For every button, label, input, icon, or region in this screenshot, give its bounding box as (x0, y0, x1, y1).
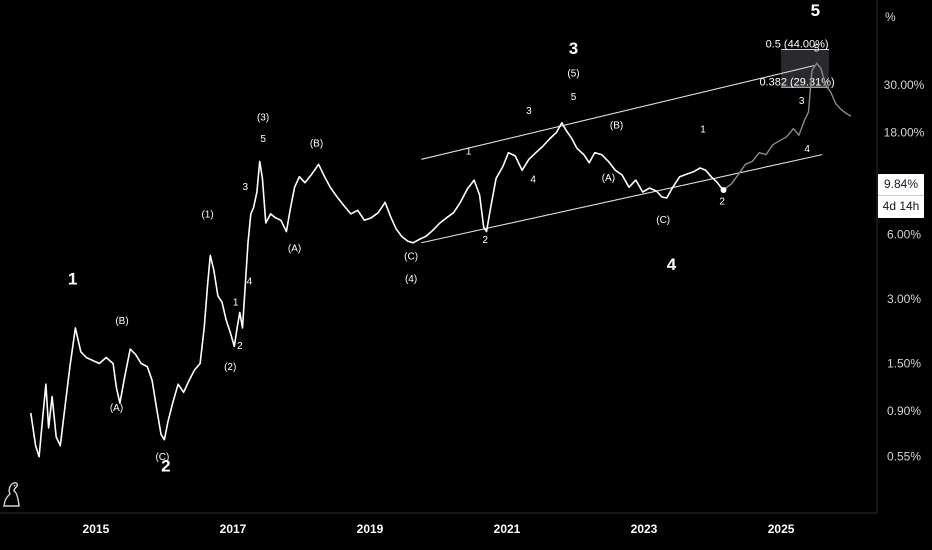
y-tick-label: 6.00% (887, 228, 921, 242)
minor-wave-label: (C) (404, 251, 418, 262)
major-wave-label: 5 (811, 1, 820, 20)
minor-wave-label: 3 (526, 106, 532, 117)
last-price-badge: 9.84% 4d 14h (878, 174, 924, 218)
minor-wave-label: (A) (110, 403, 123, 414)
minor-wave-label: 1 (466, 147, 472, 158)
minor-wave-label: 3 (243, 182, 249, 193)
minor-wave-label: 1 (700, 125, 706, 136)
minor-wave-label: (4) (405, 274, 417, 285)
y-tick-label: 3.00% (887, 292, 921, 306)
minor-wave-label: (C) (155, 452, 169, 463)
minor-wave-label: (1) (201, 210, 213, 221)
minor-wave-label: (C) (656, 215, 670, 226)
minor-wave-label: (3) (257, 113, 269, 124)
tradingview-logo-icon[interactable] (2, 478, 24, 508)
minor-wave-label: (B) (310, 139, 323, 150)
minor-wave-label: 2 (237, 341, 243, 352)
y-tick-label: 1.50% (887, 357, 921, 371)
x-tick-label: 2021 (494, 522, 521, 536)
minor-wave-label: (5) (567, 68, 579, 79)
x-tick-label: 2019 (357, 522, 384, 536)
y-tick-label: 0.90% (887, 404, 921, 418)
minor-wave-label: 5 (260, 134, 266, 145)
x-tick-label: 2025 (768, 522, 795, 536)
major-wave-label: 3 (569, 39, 578, 58)
scale-unit-label[interactable]: % (885, 10, 896, 24)
minor-wave-label: 5 (571, 92, 577, 103)
y-tick-label: 0.55% (887, 450, 921, 464)
x-tick-label: 2017 (220, 522, 247, 536)
minor-wave-label: 5 (814, 44, 820, 55)
major-wave-label: 4 (667, 255, 677, 274)
minor-wave-label: 1 (233, 298, 239, 309)
minor-wave-label: (2) (224, 362, 236, 373)
y-tick-label: 18.00% (884, 126, 925, 140)
last-price-marker (721, 187, 727, 193)
last-price-value: 9.84% (878, 174, 924, 195)
major-wave-label: 1 (68, 270, 77, 289)
minor-wave-label: (A) (602, 173, 615, 184)
minor-wave-label: 2 (719, 197, 725, 208)
x-tick-label: 2015 (83, 522, 110, 536)
minor-wave-label: 4 (804, 144, 810, 155)
minor-wave-label: (B) (610, 121, 623, 132)
x-tick-label: 2023 (631, 522, 658, 536)
minor-wave-label: 4 (530, 175, 536, 186)
minor-wave-label: (B) (115, 316, 128, 327)
minor-wave-label: 4 (247, 277, 253, 288)
y-tick-label: 30.00% (884, 78, 925, 92)
bar-countdown: 4d 14h (878, 195, 924, 217)
minor-wave-label: 2 (482, 235, 488, 246)
minor-wave-label: 3 (799, 96, 805, 107)
minor-wave-label: (A) (288, 244, 301, 255)
